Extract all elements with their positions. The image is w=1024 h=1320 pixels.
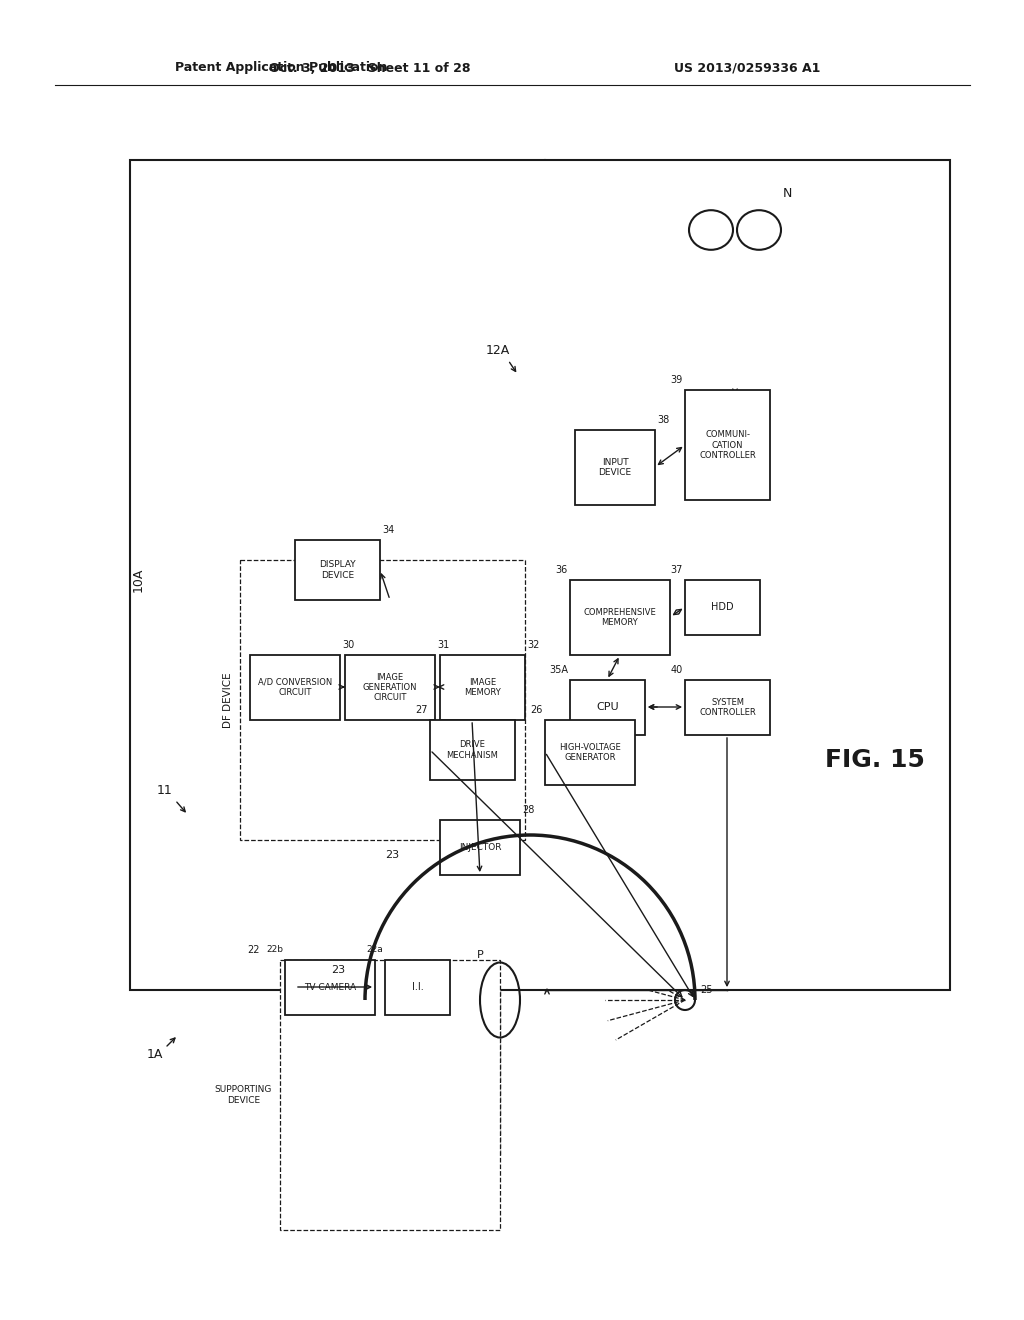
Bar [575, 430, 655, 506]
Text: N: N [783, 187, 793, 201]
Text: 22b: 22b [266, 945, 283, 954]
Text: P: P [476, 950, 483, 960]
Bar [285, 960, 375, 1015]
Text: 26: 26 [530, 705, 543, 715]
Text: Oct. 3, 2013   Sheet 11 of 28: Oct. 3, 2013 Sheet 11 of 28 [269, 62, 471, 74]
Text: SYSTEM
CONTROLLER: SYSTEM CONTROLLER [699, 698, 756, 717]
Text: IMAGE
MEMORY: IMAGE MEMORY [464, 677, 501, 697]
Text: 37: 37 [671, 565, 683, 576]
Text: 23: 23 [331, 965, 345, 975]
Bar [440, 655, 525, 719]
Bar [280, 960, 500, 1230]
Text: FIG. 15: FIG. 15 [825, 748, 925, 772]
Bar [240, 560, 525, 840]
Text: 35A: 35A [549, 665, 568, 675]
Text: SUPPORTING
DEVICE: SUPPORTING DEVICE [215, 1085, 272, 1105]
Text: 31: 31 [437, 640, 450, 649]
Text: HIGH-VOLTAGE
GENERATOR: HIGH-VOLTAGE GENERATOR [559, 743, 621, 762]
Text: HDD: HDD [712, 602, 734, 612]
Text: 27: 27 [416, 705, 428, 715]
Bar [685, 389, 770, 500]
Bar [570, 579, 670, 655]
Text: 23: 23 [385, 850, 399, 861]
Text: IMAGE
GENERATION
CIRCUIT: IMAGE GENERATION CIRCUIT [362, 673, 417, 702]
Text: TV CAMERA: TV CAMERA [304, 983, 356, 993]
Text: 32: 32 [527, 640, 540, 649]
Text: 10A: 10A [131, 568, 144, 593]
Bar [295, 540, 380, 601]
Bar [570, 680, 645, 735]
Text: 22a: 22a [367, 945, 383, 954]
Text: 38: 38 [657, 414, 670, 425]
Text: INJECTOR: INJECTOR [459, 843, 502, 851]
Bar [685, 579, 760, 635]
Bar [430, 719, 515, 780]
Bar [250, 655, 340, 719]
Text: 40: 40 [671, 665, 683, 675]
Bar [545, 719, 635, 785]
Text: Patent Application Publication: Patent Application Publication [175, 62, 387, 74]
Text: 34: 34 [382, 525, 394, 535]
Bar [385, 960, 450, 1015]
Text: 12A: 12A [485, 343, 510, 356]
Bar [345, 655, 435, 719]
Text: US 2013/0259336 A1: US 2013/0259336 A1 [674, 62, 820, 74]
Text: 11: 11 [157, 784, 173, 796]
Text: 22: 22 [248, 945, 260, 954]
Text: DRIVE
MECHANISM: DRIVE MECHANISM [446, 741, 499, 760]
Text: 1A: 1A [146, 1048, 163, 1061]
Text: INPUT
DEVICE: INPUT DEVICE [598, 458, 632, 478]
Bar [685, 680, 770, 735]
Text: A/D CONVERSION
CIRCUIT: A/D CONVERSION CIRCUIT [258, 677, 332, 697]
Bar [130, 160, 950, 990]
Text: COMPREHENSIVE
MEMORY: COMPREHENSIVE MEMORY [584, 607, 656, 627]
Text: I.I.: I.I. [412, 982, 423, 993]
Text: COMMUNI-
CATION
CONTROLLER: COMMUNI- CATION CONTROLLER [699, 430, 756, 459]
Text: 30: 30 [342, 640, 354, 649]
Text: 28: 28 [522, 805, 535, 814]
Text: 36: 36 [556, 565, 568, 576]
Text: 25: 25 [700, 985, 713, 995]
Text: DISPLAY
DEVICE: DISPLAY DEVICE [319, 560, 355, 579]
Bar [440, 820, 520, 875]
Text: 39: 39 [671, 375, 683, 385]
Text: CPU: CPU [596, 702, 618, 713]
Text: DF DEVICE: DF DEVICE [223, 672, 233, 727]
